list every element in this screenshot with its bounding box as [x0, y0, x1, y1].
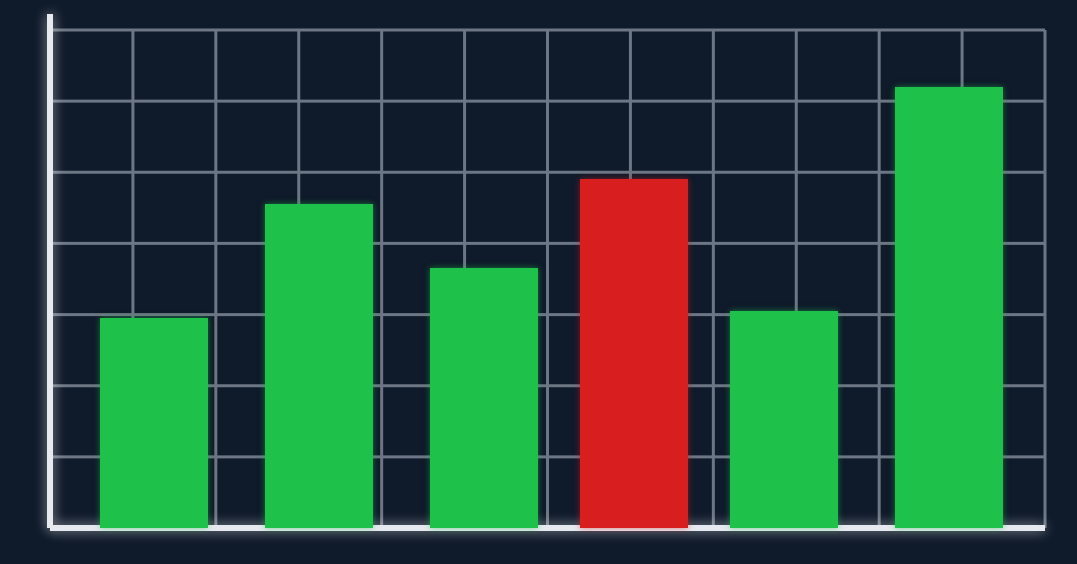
bar-1	[100, 318, 208, 528]
bars-layer	[50, 30, 1045, 528]
bar-3	[430, 268, 538, 528]
bar-6	[895, 87, 1003, 528]
bar-5	[730, 311, 838, 528]
chart-frame	[0, 0, 1077, 564]
bar-4	[580, 179, 688, 528]
chart-stage	[0, 0, 1077, 564]
bar-2	[265, 204, 373, 528]
